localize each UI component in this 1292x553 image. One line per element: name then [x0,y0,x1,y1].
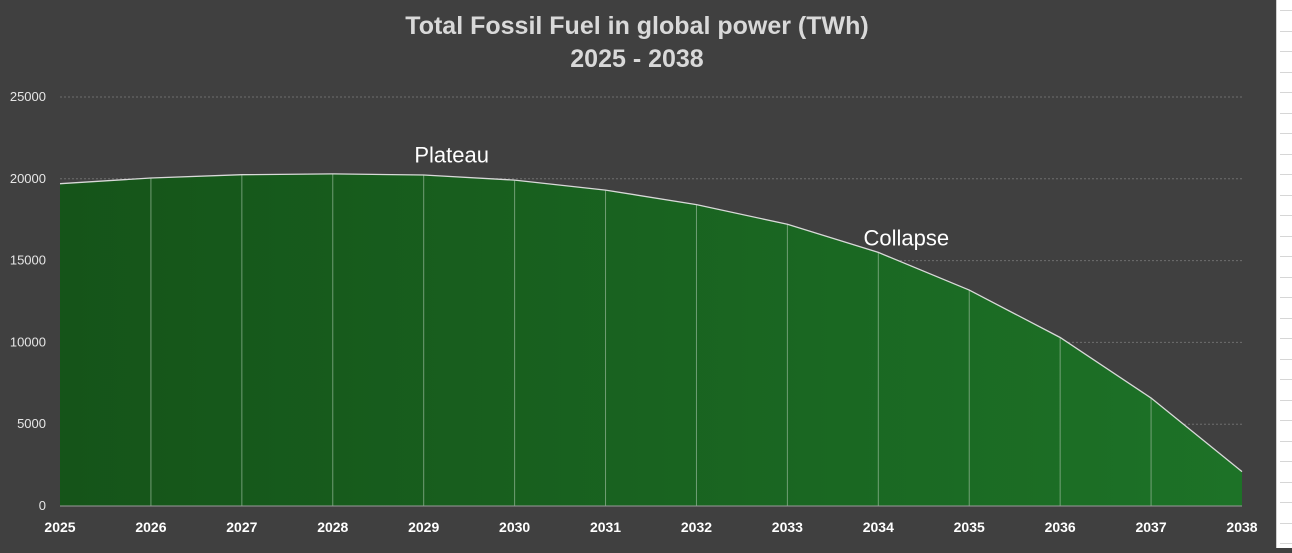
x-tick-label: 2026 [135,519,166,535]
row-rule [1280,523,1292,524]
row-rule [1280,359,1292,360]
x-tick-label: 2029 [408,519,439,535]
row-rule [1280,441,1292,442]
row-rule [1280,174,1292,175]
x-tick-label: 2027 [226,519,257,535]
row-rule [1280,461,1292,462]
row-rule [1280,277,1292,278]
row-rule [1280,133,1292,134]
area-chart: Total Fossil Fuel in global power (TWh) … [0,0,1276,548]
y-tick-label: 15000 [10,253,46,268]
x-tick-label: 2028 [317,519,348,535]
y-tick-label: 20000 [10,171,46,186]
x-tick-label: 2034 [863,519,894,535]
row-rule [1280,318,1292,319]
chart-subtitle: 2025 - 2038 [570,45,704,73]
x-tick-label: 2038 [1226,519,1257,535]
x-tick-label: 2035 [954,519,985,535]
chart-area: Total Fossil Fuel in global power (TWh) … [0,0,1276,548]
row-rule [1280,72,1292,73]
annotation-collapse: Collapse [864,226,950,251]
row-rule [1280,31,1292,32]
x-tick-label: 2036 [1045,519,1076,535]
y-tick-label: 25000 [10,89,46,104]
row-rule [1280,10,1292,11]
y-tick-label: 5000 [17,416,46,431]
row-rule [1280,420,1292,421]
chart-title: Total Fossil Fuel in global power (TWh) [405,12,868,40]
row-rule [1280,400,1292,401]
x-tick-label: 2030 [499,519,530,535]
x-tick-label: 2033 [772,519,803,535]
y-tick-label: 0 [39,498,46,513]
row-rule [1280,482,1292,483]
row-rule [1280,256,1292,257]
row-rule [1280,543,1292,544]
spreadsheet-edge [1276,0,1292,548]
row-rule [1280,154,1292,155]
x-tick-label: 2025 [44,519,75,535]
y-tick-label: 10000 [10,334,46,349]
row-rule [1280,113,1292,114]
row-rule [1280,215,1292,216]
row-rule [1280,297,1292,298]
row-rule [1280,502,1292,503]
row-rule [1280,236,1292,237]
x-tick-label: 2031 [590,519,621,535]
row-rule [1280,379,1292,380]
row-rule [1280,92,1292,93]
x-tick-label: 2032 [681,519,712,535]
row-rule [1280,195,1292,196]
row-rule [1280,51,1292,52]
row-rule [1280,338,1292,339]
x-tick-label: 2037 [1135,519,1166,535]
annotation-plateau: Plateau [414,142,489,167]
